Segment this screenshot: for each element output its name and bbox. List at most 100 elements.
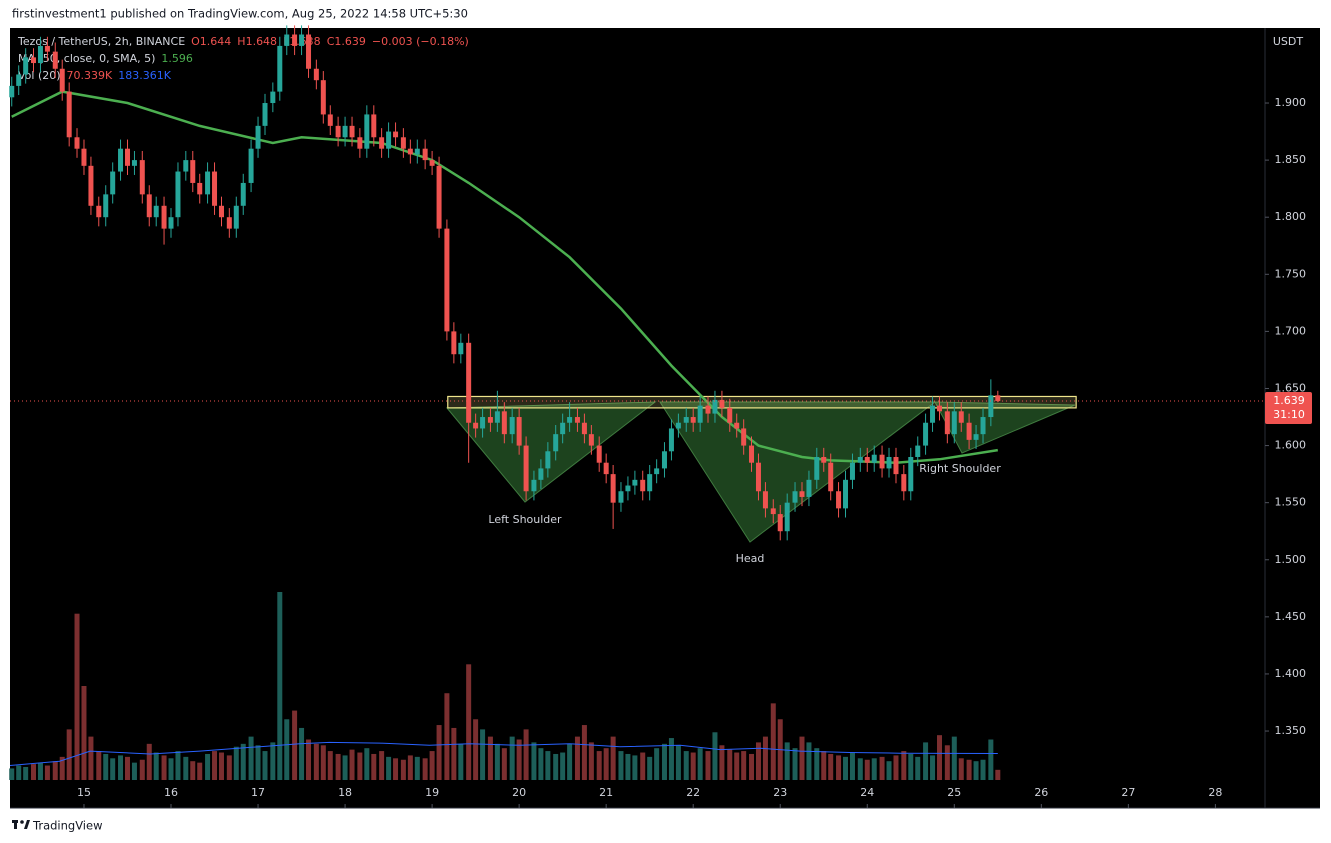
volume-bar (270, 742, 276, 780)
annotation: Head (736, 552, 765, 565)
candle-body (654, 468, 660, 475)
volume-bar (654, 748, 660, 780)
logo-part (24, 820, 30, 829)
candle-body (814, 456, 820, 480)
candle-body (640, 479, 646, 492)
volume-bar (386, 756, 392, 780)
volume-bar (944, 745, 950, 780)
volume-bar (690, 752, 696, 780)
volume-bar (175, 751, 181, 780)
candle-body (386, 131, 392, 149)
volume-bar (473, 719, 479, 780)
volume-bar (697, 748, 703, 780)
candle-body (118, 148, 124, 172)
candle-body (668, 428, 674, 452)
candle-body (226, 217, 232, 229)
candle-body (719, 399, 725, 408)
candle-body (538, 468, 544, 480)
volume-bar (625, 753, 631, 780)
volume-bar (37, 762, 43, 780)
x-tick-label: 20 (512, 786, 526, 799)
candle-body (749, 445, 755, 463)
candle-body (103, 194, 109, 218)
x-tick-label: 19 (425, 786, 439, 799)
candle-body (371, 114, 377, 138)
volume-bar (320, 745, 326, 780)
volume-bar (741, 751, 747, 780)
legend-row: MA (50, close, 0, SMA, 5) 1.596 (18, 52, 193, 65)
volume-bar (792, 748, 798, 780)
legend-ma-label: MA (50, close, 0, SMA, 5) (18, 52, 155, 65)
price-unit: USDT (1273, 35, 1304, 48)
candle-body (509, 417, 515, 435)
volume-bar (342, 755, 348, 780)
candle-body (893, 456, 899, 475)
volume-bar (248, 736, 254, 780)
candle-body (871, 454, 877, 463)
volume-bar (705, 751, 711, 780)
volume-bar (531, 742, 537, 780)
legend-vol-label: Vol (20) (18, 69, 61, 82)
candle-body (581, 422, 587, 435)
volume-bar (784, 742, 790, 780)
volume-bar (292, 710, 298, 780)
volume-bar (618, 751, 624, 780)
volume-bar (131, 762, 137, 780)
candle-body (531, 479, 537, 492)
volume-bar (915, 756, 921, 780)
candle-body (139, 160, 145, 195)
volume-bar (675, 745, 681, 780)
volume-bar (843, 756, 849, 780)
volume-bar (118, 755, 124, 780)
candle-body (306, 34, 312, 69)
pattern-drawing (445, 395, 1077, 543)
volume-bar (501, 748, 507, 780)
candle-body (52, 51, 58, 69)
y-tick-label: 1.700 (1275, 324, 1307, 337)
volume-bar (9, 768, 15, 780)
x-tick-label: 24 (860, 786, 874, 799)
volume-bar (400, 759, 406, 780)
candle-body (81, 148, 87, 166)
candle-body (466, 342, 472, 423)
volume-bar (212, 751, 218, 780)
chart-background (10, 28, 1320, 808)
legend-open: O1.644 (191, 35, 231, 48)
x-tick-label: 25 (947, 786, 961, 799)
candle-body (255, 125, 261, 149)
y-tick-label: 1.850 (1275, 153, 1307, 166)
volume-bar (930, 755, 936, 780)
volume-bar (103, 753, 109, 780)
volume-bar (937, 735, 943, 780)
volume-bar (444, 693, 450, 780)
candle-body (110, 171, 116, 195)
candle-body (755, 462, 761, 492)
y-tick-label: 1.600 (1275, 439, 1307, 452)
head-shape (659, 401, 937, 543)
volume-bar (610, 736, 616, 780)
candle-body (821, 456, 827, 463)
candle-body (886, 456, 892, 469)
volume-bar (124, 756, 130, 780)
x-tick-label: 17 (251, 786, 265, 799)
candle-body (675, 422, 681, 429)
volume-bar (262, 751, 268, 780)
candle-body (197, 182, 203, 195)
candle-body (444, 228, 450, 332)
volume-bar (966, 759, 972, 780)
candle-body (9, 85, 15, 98)
volume-bar (494, 743, 500, 780)
candle-body (292, 34, 298, 46)
volume-bar (632, 755, 638, 780)
candle-body (849, 462, 855, 480)
volume-bar (451, 727, 457, 780)
volume-bar (886, 761, 892, 780)
candle-body (240, 182, 246, 206)
candle-body (625, 485, 631, 492)
candle-body (734, 422, 740, 429)
volume-bar (958, 758, 964, 780)
volume-bar (560, 752, 566, 780)
candle-body (647, 474, 653, 492)
volume-bar (545, 751, 551, 780)
candle-body (379, 137, 385, 149)
